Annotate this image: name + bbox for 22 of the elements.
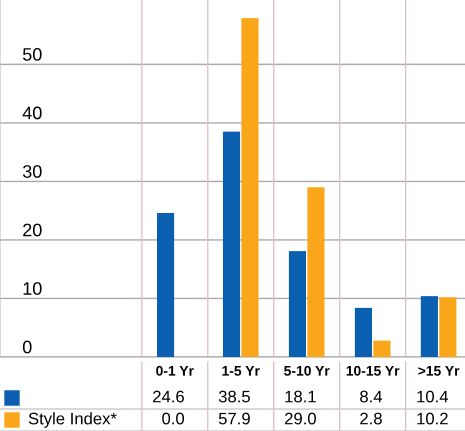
y-tick-label: 50: [22, 48, 42, 61]
x-tick-label: 10-15 Yr: [346, 366, 400, 376]
y-tick-label: 30: [22, 165, 42, 178]
y-tick-label: 10: [24, 282, 42, 295]
x-tick-label: >15 Yr: [418, 366, 460, 376]
x-tick-label: 1-5 Yr: [222, 366, 260, 376]
y-tick-label: 20: [23, 224, 42, 236]
data-label: 2.8: [360, 412, 382, 424]
data-label: 10.4: [417, 390, 448, 402]
data-label: 10.2: [417, 412, 448, 424]
legend-label: Style Index*: [28, 412, 117, 428]
data-label: 57.9: [218, 412, 250, 424]
x-tick-label: 5-10 Yr: [284, 366, 330, 376]
data-label: 38.5: [218, 390, 250, 402]
data-label: 29.0: [285, 412, 316, 424]
y-tick-label: 0: [22, 340, 32, 354]
y-tick-label: 40: [22, 106, 42, 120]
data-label: 8.4: [360, 390, 382, 402]
data-label: 24.6: [153, 390, 184, 402]
data-label: 0.0: [162, 412, 184, 424]
data-label: 18.1: [285, 390, 316, 402]
x-tick-label: 0-1 Yr: [156, 366, 194, 376]
